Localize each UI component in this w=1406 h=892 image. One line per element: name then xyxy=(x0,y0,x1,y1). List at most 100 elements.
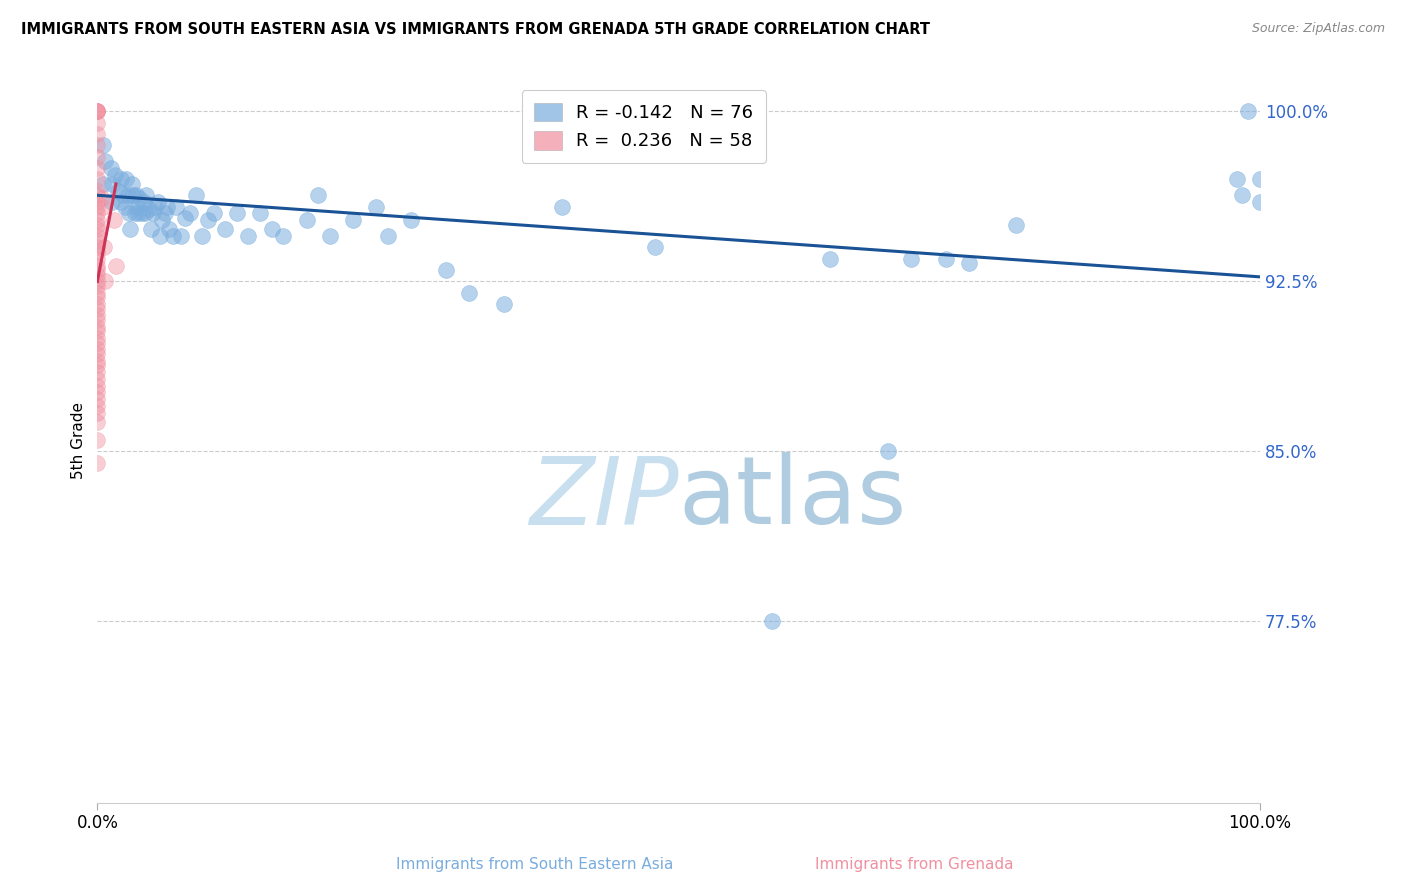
Point xyxy=(86,358,108,372)
Point xyxy=(761,615,783,629)
Point xyxy=(131,206,153,220)
Point xyxy=(214,222,236,236)
Point xyxy=(135,188,157,202)
Point xyxy=(100,161,122,175)
Point xyxy=(86,274,108,288)
Point xyxy=(138,202,160,216)
Point xyxy=(197,213,219,227)
Point xyxy=(179,206,201,220)
Point xyxy=(86,415,108,429)
Point xyxy=(86,138,108,153)
Text: Immigrants from Grenada: Immigrants from Grenada xyxy=(814,857,1014,872)
Point xyxy=(86,268,108,282)
Point xyxy=(86,218,108,232)
Point xyxy=(86,150,108,164)
Point xyxy=(86,244,108,259)
Point xyxy=(127,206,149,220)
Point xyxy=(86,104,108,119)
Point xyxy=(86,392,108,407)
Point xyxy=(186,188,208,202)
Point xyxy=(1226,172,1249,186)
Point xyxy=(249,206,271,220)
Y-axis label: 5th Grade: 5th Grade xyxy=(72,401,86,478)
Point xyxy=(86,285,108,300)
Point xyxy=(876,444,898,458)
Point xyxy=(121,177,143,191)
Legend: R = -0.142   N = 76, R =  0.236   N = 58: R = -0.142 N = 76, R = 0.236 N = 58 xyxy=(522,90,766,163)
Point xyxy=(1232,188,1254,202)
Point xyxy=(366,200,388,214)
Point xyxy=(900,252,922,266)
Point xyxy=(125,200,148,214)
Point xyxy=(101,177,124,191)
Point xyxy=(149,229,172,244)
Point xyxy=(86,365,108,379)
Point xyxy=(153,206,176,220)
Point xyxy=(86,213,108,227)
Point xyxy=(86,104,108,119)
Text: ZIP: ZIP xyxy=(529,452,679,543)
Point xyxy=(128,190,150,204)
Point xyxy=(644,240,666,254)
Point xyxy=(111,188,134,202)
Point xyxy=(86,347,108,361)
Point xyxy=(117,188,139,202)
Point xyxy=(91,190,114,204)
Text: IMMIGRANTS FROM SOUTH EASTERN ASIA VS IMMIGRANTS FROM GRENADA 5TH GRADE CORRELAT: IMMIGRANTS FROM SOUTH EASTERN ASIA VS IM… xyxy=(21,22,931,37)
Point xyxy=(86,324,108,338)
Point xyxy=(935,252,957,266)
Point xyxy=(86,319,108,334)
Point xyxy=(91,177,114,191)
Point xyxy=(225,206,247,220)
Point xyxy=(165,200,187,214)
Point xyxy=(152,213,174,227)
Point xyxy=(118,206,141,220)
Point xyxy=(114,200,136,214)
Point xyxy=(86,456,108,470)
Point xyxy=(494,297,516,311)
Point xyxy=(86,297,108,311)
Point xyxy=(86,200,108,214)
Point xyxy=(86,104,108,119)
Point xyxy=(125,188,148,202)
Point xyxy=(1249,195,1271,210)
Point xyxy=(86,188,108,202)
Point xyxy=(86,372,108,386)
Point xyxy=(818,252,841,266)
Point xyxy=(86,259,108,273)
Point xyxy=(86,240,108,254)
Point xyxy=(142,206,165,220)
Point xyxy=(115,172,138,186)
Point xyxy=(377,229,399,244)
Point xyxy=(86,406,108,420)
Point xyxy=(191,229,214,244)
Point xyxy=(118,222,141,236)
Point xyxy=(86,263,108,277)
Point xyxy=(86,184,108,198)
Point xyxy=(86,172,108,186)
Point xyxy=(86,229,108,244)
Point xyxy=(170,229,193,244)
Point xyxy=(110,195,132,210)
Point xyxy=(86,234,108,248)
Point xyxy=(146,195,169,210)
Text: Source: ZipAtlas.com: Source: ZipAtlas.com xyxy=(1251,22,1385,36)
Point xyxy=(86,161,108,175)
Point xyxy=(86,378,108,392)
Point xyxy=(86,433,108,447)
Point xyxy=(273,229,295,244)
Point xyxy=(86,104,108,119)
Point xyxy=(132,195,155,210)
Point xyxy=(295,213,318,227)
Point xyxy=(957,256,980,270)
Point xyxy=(122,188,145,202)
Point xyxy=(107,184,129,198)
Point xyxy=(86,116,108,130)
Point xyxy=(156,200,179,214)
Point xyxy=(86,301,108,316)
Point xyxy=(86,385,108,400)
Point xyxy=(86,222,108,236)
Point xyxy=(93,240,115,254)
Point xyxy=(162,229,184,244)
Point xyxy=(173,211,195,225)
